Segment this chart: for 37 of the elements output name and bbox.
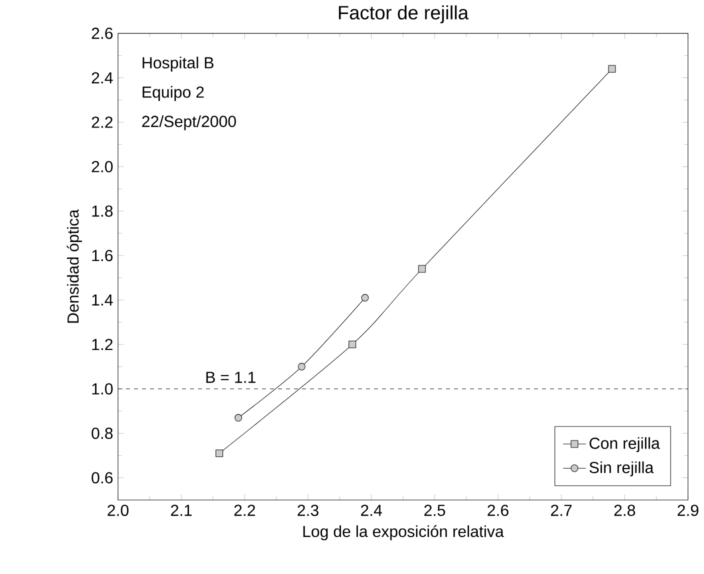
x-tick-label: 2.9	[678, 504, 698, 516]
x-tick-label: 2.8	[614, 504, 636, 516]
x-tick-label: 2.7	[551, 504, 572, 516]
legend-label: Sin rejilla	[590, 461, 654, 476]
legend-label: Con rejilla	[590, 437, 660, 452]
x-axis-title: Log de la exposición relativa	[303, 525, 504, 540]
y-tick-label: 1.8	[92, 205, 113, 217]
y-tick-label: 2.6	[92, 28, 113, 39]
point	[608, 65, 616, 73]
point	[234, 414, 242, 422]
annotation: 22/Sept/2000	[142, 115, 236, 130]
y-tick-label: 1.2	[92, 338, 112, 350]
y-axis-title: Densidad óptica	[66, 209, 82, 323]
x-tick-label: 2.2	[234, 504, 255, 516]
point	[348, 340, 356, 348]
y-tick-label: 0.6	[92, 472, 113, 484]
y-tick-label: 1.6	[92, 250, 113, 262]
y-tick-label: 2.2	[92, 116, 112, 128]
annotation: Equipo 2	[142, 86, 204, 101]
y-tick-label: 1.4	[92, 294, 113, 306]
y-tick-label: 0.8	[92, 428, 113, 439]
point	[361, 294, 369, 302]
point	[216, 450, 224, 458]
y-tick-label: 2.0	[92, 161, 113, 172]
x-tick-label: 2.3	[298, 504, 318, 516]
x-tick-label: 2.1	[171, 504, 192, 516]
x-tick-label: 2.6	[488, 504, 508, 516]
annotation: Hospital B	[142, 56, 214, 72]
x-tick-label: 2.5	[424, 504, 446, 516]
y-tick-label: 2.4	[92, 72, 113, 84]
x-tick-label: 2.4	[361, 504, 382, 516]
y-tick-label: 1.0	[92, 383, 113, 395]
x-tick-label: 2.0	[108, 504, 129, 516]
point	[418, 265, 426, 273]
annotation: B = 1.1	[206, 372, 256, 383]
chart-title: Factor de rejilla	[338, 5, 469, 24]
point	[298, 362, 306, 370]
